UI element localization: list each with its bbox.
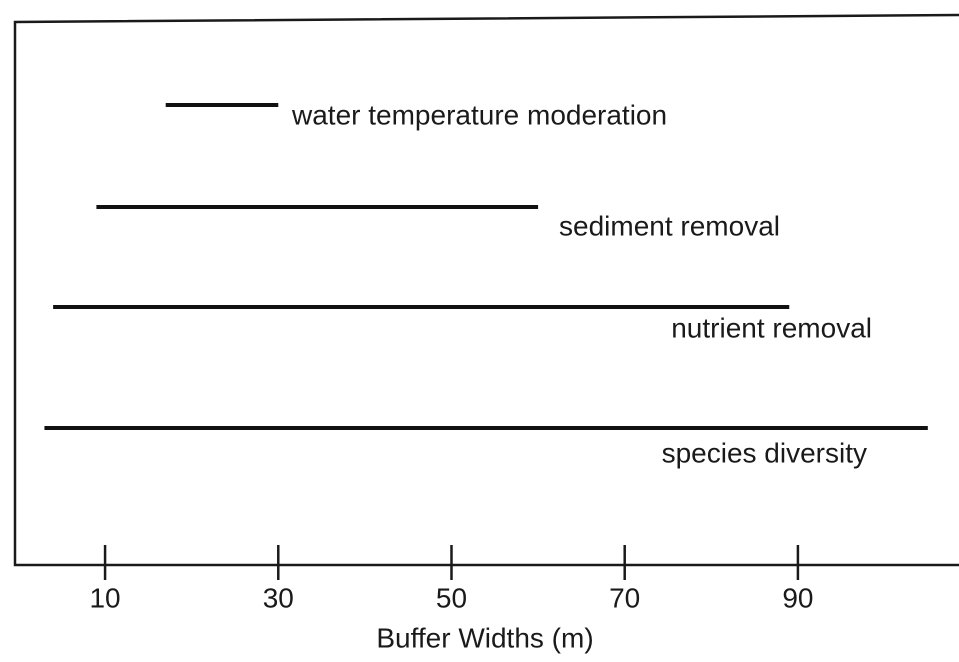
x-tick-label: 30 [263,582,294,613]
x-tick-label: 70 [609,582,640,613]
x-axis-label: Buffer Widths (m) [376,622,593,653]
range-label: water temperature moderation [291,99,667,130]
range-label: sediment removal [559,210,780,241]
range-label: nutrient removal [671,312,872,343]
range-label: species diversity [662,437,867,468]
x-tick-label: 90 [782,582,813,613]
plot-frame [13,13,959,567]
x-tick-label: 50 [436,582,467,613]
x-tick-label: 10 [89,582,120,613]
